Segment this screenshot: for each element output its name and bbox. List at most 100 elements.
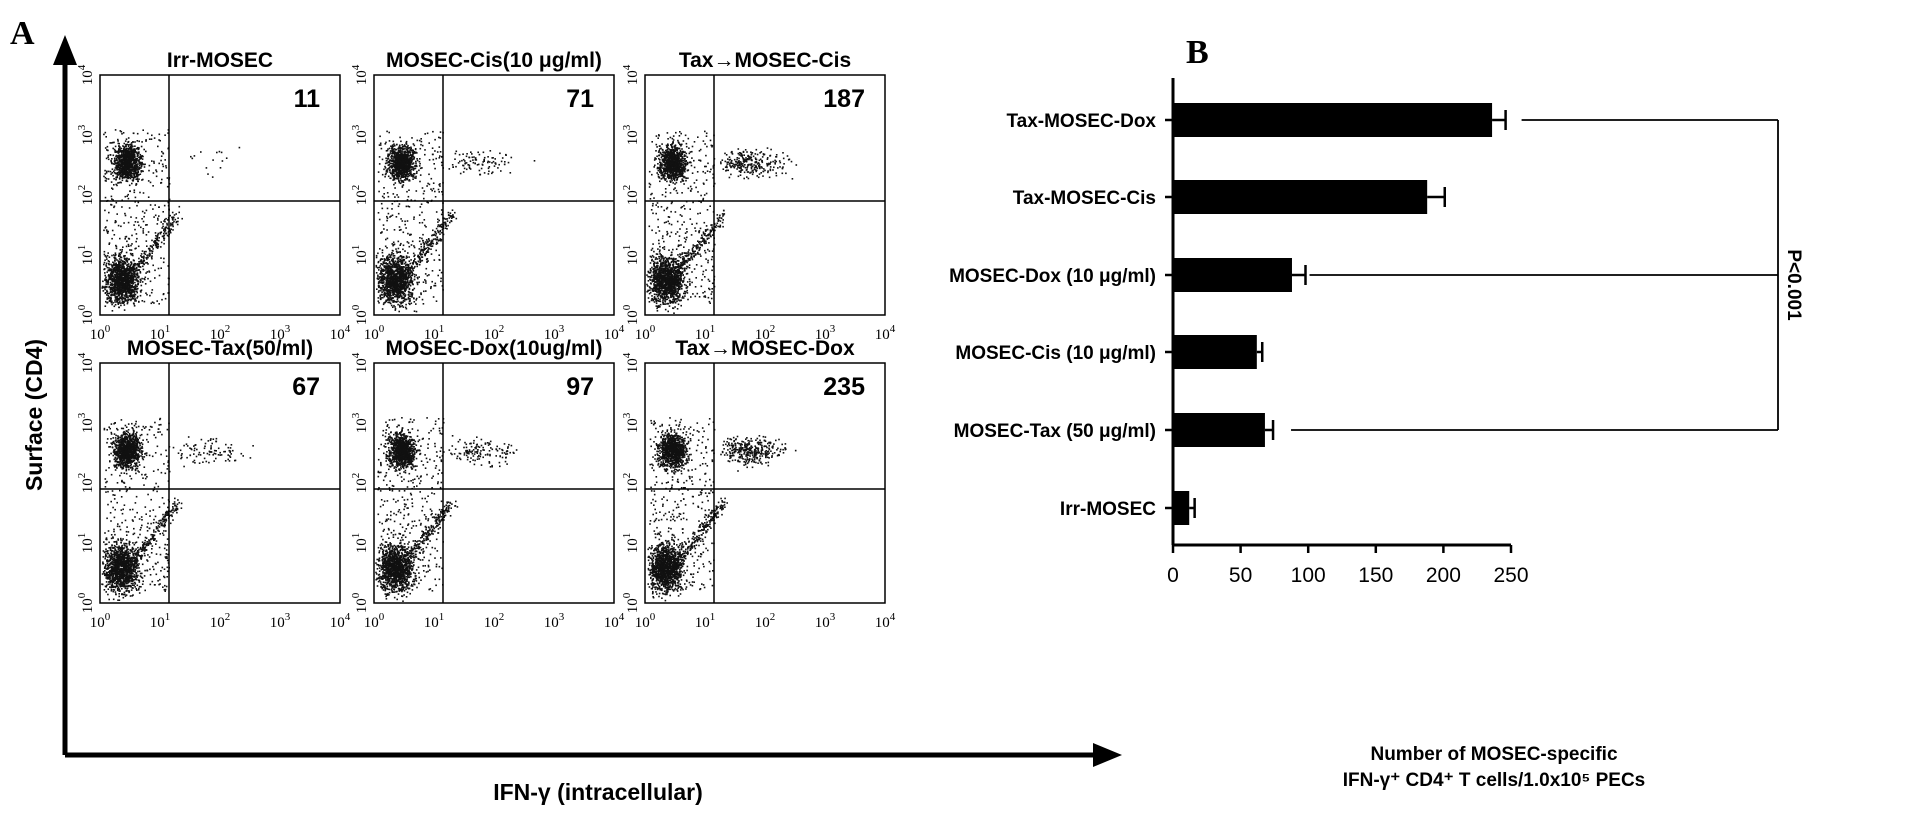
category-label: Irr-MOSEC [1060, 499, 1156, 520]
event-dots [646, 130, 798, 314]
event-dots [647, 417, 797, 602]
panel-a-x-arrow [1093, 743, 1122, 767]
y-tick-label: 101 [350, 533, 370, 554]
panel-b: B 0 50 100 150 200 250 Tax-MOSEC-Dox Tax-MOSEC-… [949, 34, 1804, 791]
event-dots [375, 417, 518, 602]
x-tick-label: 102 [484, 611, 505, 631]
y-tick-label: 104 [350, 64, 370, 85]
event-dots [101, 417, 254, 601]
y-tick-label: 102 [76, 185, 96, 206]
quadrant-count: 97 [566, 373, 594, 401]
y-tick-label: 104 [621, 352, 641, 373]
x-tick-label: 101 [424, 323, 445, 343]
bar [1173, 180, 1428, 214]
bar-x-label-line2: IFN-γ⁺ CD4⁺ T cells/1.0x10⁵ PECs [1343, 770, 1646, 791]
y-tick-label: 101 [350, 245, 370, 266]
bar [1173, 335, 1257, 369]
y-tick-label: 100 [350, 592, 370, 613]
y-tick-label: 101 [76, 533, 96, 554]
y-tick-label: 100 [76, 592, 96, 613]
panel-a-x-label: IFN-γ (intracellular) [493, 779, 703, 805]
category-label: MOSEC-Cis (10 μg/ml) [955, 343, 1156, 364]
y-tick-label: 103 [350, 412, 370, 433]
panel-a: A Surface (CD4) IFN-γ (intracellular) Ir… [10, 15, 1122, 805]
plot-frame [99, 74, 341, 316]
x-tick-label: 104 [875, 611, 896, 631]
x-tick-label: 101 [695, 323, 716, 343]
y-tick-label: 102 [621, 185, 641, 206]
x-tick-label: 102 [755, 611, 776, 631]
y-tick-label: 103 [621, 412, 641, 433]
x-tick-label: 104 [330, 611, 351, 631]
bar [1173, 258, 1292, 292]
y-tick-label: 102 [76, 473, 96, 494]
y-tick-label: 102 [350, 473, 370, 494]
plot-title: Irr-MOSEC [167, 49, 273, 72]
x-tick-label: 50 [1229, 564, 1252, 587]
x-tick-label: 100 [364, 611, 385, 631]
x-tick-label: 102 [755, 323, 776, 343]
quadrant-count: 71 [566, 85, 594, 113]
y-tick-label: 103 [621, 124, 641, 145]
x-tick-label: 101 [150, 323, 171, 343]
plot-frame [644, 362, 886, 604]
panel-b-letter: B [1186, 34, 1209, 71]
event-dots [375, 130, 536, 313]
y-tick-label: 101 [621, 533, 641, 554]
plot-title: MOSEC-Cis(10 μg/ml) [386, 49, 602, 72]
bar [1173, 491, 1190, 525]
bar-x-label-line1: Number of MOSEC-specific [1370, 744, 1617, 765]
x-tick-label: 100 [635, 611, 656, 631]
plot-frame [644, 74, 886, 316]
y-tick-label: 101 [76, 245, 96, 266]
category-label: Tax-MOSEC-Dox [1006, 111, 1156, 132]
x-tick-label: 102 [210, 323, 231, 343]
panel-a-letter: A [10, 15, 35, 52]
y-tick-label: 100 [350, 304, 370, 325]
quadrant-count: 67 [292, 373, 320, 401]
x-tick-label: 104 [604, 611, 625, 631]
plot-frame [99, 362, 341, 604]
category-label: MOSEC-Tax (50 μg/ml) [954, 421, 1156, 442]
x-tick-label: 101 [424, 611, 445, 631]
x-tick-label: 100 [90, 323, 111, 343]
x-tick-label: 100 [1291, 564, 1326, 587]
y-tick-label: 104 [621, 64, 641, 85]
y-tick-label: 103 [76, 412, 96, 433]
plot-title: Tax→MOSEC-Cis [679, 49, 851, 72]
y-tick-label: 104 [350, 352, 370, 373]
x-tick-label: 103 [544, 611, 565, 631]
y-tick-label: 100 [76, 304, 96, 325]
x-tick-label: 101 [150, 611, 171, 631]
flow-plots: Irr-MOSEC1110010010110110210210310310410… [76, 49, 896, 631]
y-tick-label: 104 [76, 352, 96, 373]
y-tick-label: 100 [621, 304, 641, 325]
panel-a-y-label: Surface (CD4) [21, 339, 47, 491]
x-tick-label: 103 [544, 323, 565, 343]
x-tick-label: 102 [484, 323, 505, 343]
y-tick-label: 102 [350, 185, 370, 206]
x-tick-label: 150 [1358, 564, 1393, 587]
event-dots [101, 129, 241, 312]
y-tick-label: 101 [621, 245, 641, 266]
y-tick-label: 103 [350, 124, 370, 145]
x-tick-label: 200 [1426, 564, 1461, 587]
y-tick-label: 102 [621, 473, 641, 494]
y-tick-label: 104 [76, 64, 96, 85]
x-tick-label: 102 [210, 611, 231, 631]
x-tick-label: 103 [270, 323, 291, 343]
x-tick-label: 103 [815, 323, 836, 343]
category-label: Tax-MOSEC-Cis [1013, 188, 1156, 209]
y-tick-label: 103 [76, 124, 96, 145]
significance-label: P<0.001 [1783, 249, 1804, 321]
x-tick-label: 104 [875, 323, 896, 343]
x-tick-label: 100 [90, 611, 111, 631]
panel-a-y-arrow [53, 35, 77, 65]
x-tick-label: 0 [1167, 564, 1179, 587]
x-tick-label: 104 [330, 323, 351, 343]
x-tick-label: 100 [635, 323, 656, 343]
